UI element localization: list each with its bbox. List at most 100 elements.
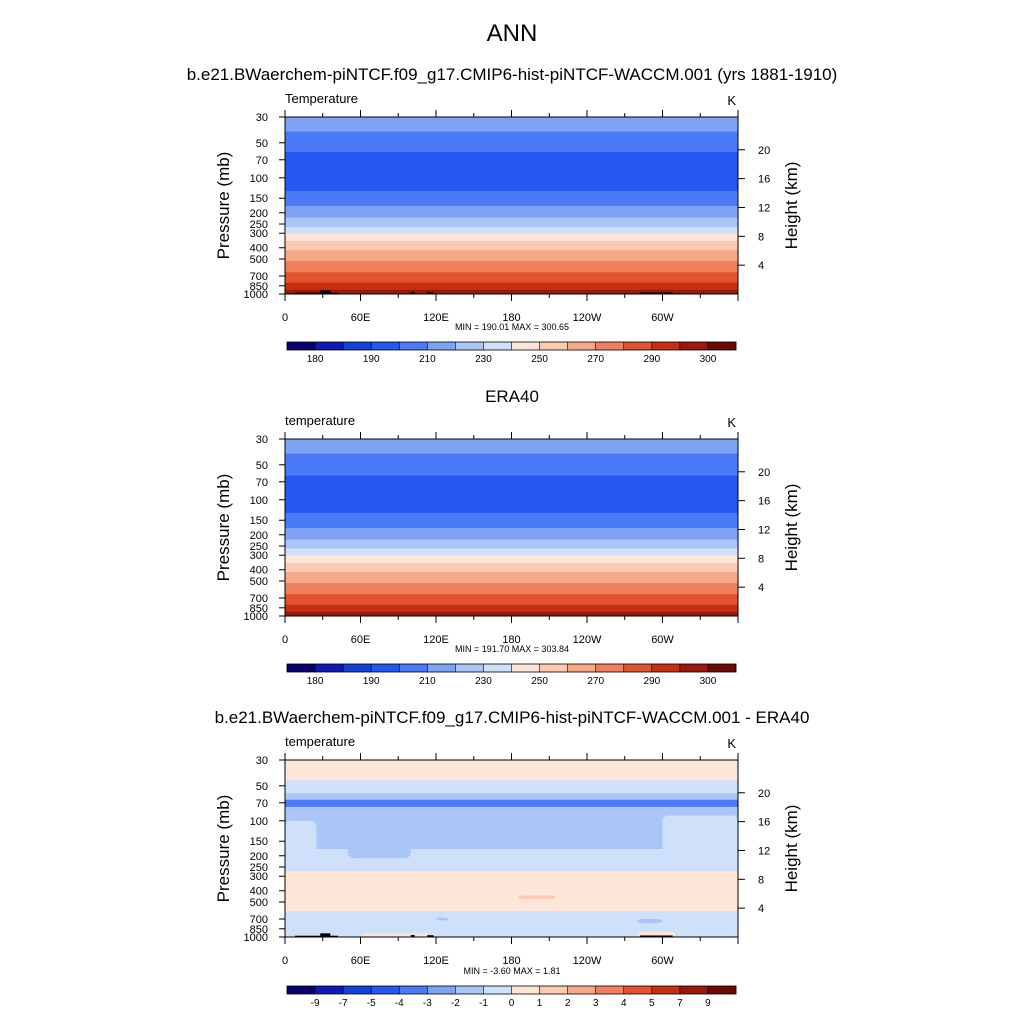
y-tick-label: 300 <box>250 550 268 562</box>
contour-band <box>285 151 738 192</box>
y-tick-label: 500 <box>250 576 268 588</box>
variable-label: temperature <box>285 734 355 749</box>
y-tick-label: 30 <box>256 112 268 124</box>
page-title: ANN <box>486 20 538 47</box>
topography-mask <box>410 934 415 937</box>
panel-title: b.e21.BWaerchem-piNTCF.f09_g17.CMIP6-his… <box>215 708 810 727</box>
x-tick-label: 120E <box>423 955 449 967</box>
x-axis: 0 60E 120E 180 120W 60W <box>282 432 739 646</box>
x-tick-label: 180 <box>502 312 520 324</box>
y-axis-label: Pressure (mb) <box>214 795 233 903</box>
y-tick-label: 1000 <box>244 289 268 301</box>
colorbar-swatch <box>651 986 681 994</box>
colorbar-label: 210 <box>419 676 436 687</box>
topography-mask <box>410 291 415 294</box>
contour-patch <box>285 820 317 856</box>
colorbar-swatch <box>511 342 540 350</box>
height-tick-label: 8 <box>758 231 764 243</box>
contour-band <box>285 206 738 219</box>
colorbar-label: 290 <box>643 676 660 687</box>
colorbar-swatch <box>623 342 653 350</box>
colorbar-label: -2 <box>451 998 460 1009</box>
contour-band <box>285 572 738 584</box>
y-tick-label: 50 <box>256 781 268 793</box>
x-tick-label: 60W <box>651 955 674 967</box>
colorbar: 180 190 210 230 250 270 290 300 <box>286 341 737 365</box>
y-tick-label: 150 <box>250 515 268 527</box>
height-tick-label: 20 <box>758 467 770 479</box>
colorbar-swatch <box>455 342 484 350</box>
contour-patch <box>360 933 430 937</box>
colorbar-swatch <box>651 342 681 350</box>
colorbar-label: 190 <box>363 676 380 687</box>
x-tick-label: 0 <box>282 312 288 324</box>
y-tick-label: 1000 <box>244 611 268 623</box>
topography-mask <box>639 292 673 294</box>
x-tick-label: 60W <box>651 312 674 324</box>
height-tick-label: 16 <box>758 174 770 186</box>
min-max-stats: MIN = 191.70 MAX = 303.84 <box>455 644 569 654</box>
colorbar-swatch <box>595 664 625 672</box>
y-tick-label: 100 <box>250 173 268 185</box>
height-tick-label: 16 <box>758 817 770 829</box>
y-tick-label: 500 <box>250 897 268 909</box>
colorbar-label: 7 <box>677 998 683 1009</box>
contour-band <box>285 475 738 514</box>
colorbar-label: 300 <box>700 676 717 687</box>
contour-band <box>285 780 738 794</box>
contour-band <box>285 594 738 606</box>
y-tick-label: 70 <box>256 155 268 167</box>
topography-mask <box>427 292 434 294</box>
x-axis: 0 60E 120E 180 120W 60W <box>282 110 739 324</box>
colorbar-swatch <box>343 342 372 350</box>
contour-fill <box>285 439 738 617</box>
topography-mask <box>639 935 673 937</box>
colorbar-label: -9 <box>311 998 320 1009</box>
colorbar-label: 3 <box>593 998 599 1009</box>
height-tick-label: 4 <box>758 903 764 915</box>
colorbar-swatch <box>399 986 428 994</box>
y-tick-label: 100 <box>250 495 268 507</box>
variable-label: Temperature <box>285 91 358 106</box>
contour-patch <box>347 829 411 859</box>
x-tick-label: 60E <box>351 634 371 646</box>
y-axis-right-label: Height (km) <box>782 805 801 893</box>
min-max-stats: MIN = 190.01 MAX = 300.65 <box>455 322 569 332</box>
colorbar-swatch <box>707 986 737 994</box>
topography-mask <box>295 292 338 294</box>
colorbar-swatch <box>511 664 540 672</box>
height-tick-label: 4 <box>758 582 764 594</box>
contour-band <box>285 611 738 617</box>
y-tick-label: 70 <box>256 798 268 810</box>
height-tick-label: 16 <box>758 496 770 508</box>
x-tick-label: 0 <box>282 634 288 646</box>
y-tick-label: 850 <box>250 924 268 936</box>
colorbar-swatch <box>483 664 512 672</box>
y-tick-label: 50 <box>256 460 268 472</box>
topography-mask <box>427 935 434 937</box>
panel-title: b.e21.BWaerchem-piNTCF.f09_g17.CMIP6-his… <box>187 65 838 84</box>
colorbar-label: -5 <box>367 998 376 1009</box>
y-axis-label: Pressure (mb) <box>214 152 233 260</box>
contour-band <box>285 453 738 477</box>
contour-patch <box>637 918 663 924</box>
contour-band <box>285 217 738 228</box>
x-tick-label: 120W <box>573 634 602 646</box>
contour-patch <box>517 895 556 899</box>
y-axis-label: Pressure (mb) <box>214 474 233 582</box>
contour-band <box>285 226 738 234</box>
y-tick-label: 300 <box>250 228 268 240</box>
x-axis: 0 60E 120E 180 120W 60W <box>282 753 739 967</box>
y-tick-label: 250 <box>250 862 268 874</box>
contour-band <box>285 582 738 595</box>
colorbar-label: 4 <box>621 998 627 1009</box>
contour-band <box>285 260 738 273</box>
y-tick-label: 300 <box>250 871 268 883</box>
colorbar-swatch <box>539 342 568 350</box>
colorbar-swatch <box>371 342 400 350</box>
x-tick-label: 120E <box>423 312 449 324</box>
contour-band <box>285 289 738 295</box>
height-tick-label: 12 <box>758 524 770 536</box>
